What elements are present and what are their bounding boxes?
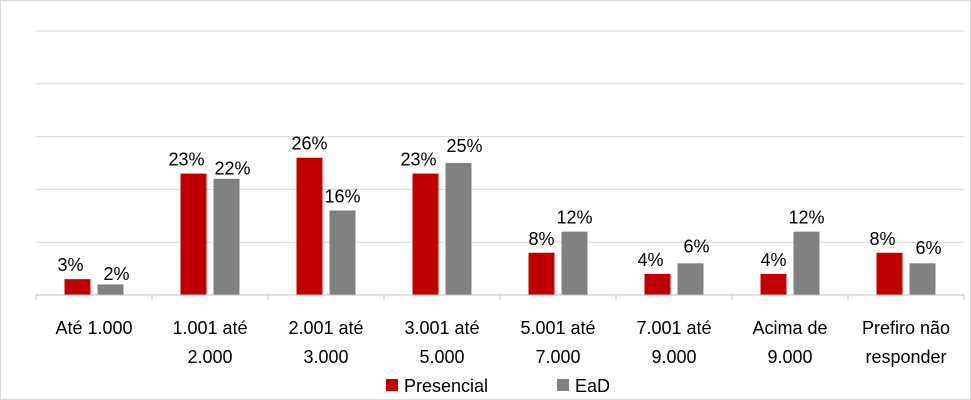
category-label: 7.001 até [636,318,711,338]
bar-presencial [876,252,903,295]
data-label-presencial: 8% [869,229,895,249]
legend-label-ead: EaD [575,376,610,396]
data-label-presencial: 3% [57,255,83,275]
x-axis [35,294,965,300]
data-label-presencial: 4% [637,250,663,270]
bar-presencial [64,279,91,295]
data-label-presencial: 8% [528,229,554,249]
bar-ead [561,231,588,295]
data-label-ead: 2% [103,264,129,284]
bar-ead [909,263,936,295]
data-label-ead: 12% [788,208,824,228]
legend-swatch-presencial [386,379,398,391]
bar-presencial [528,252,555,295]
data-label-presencial: 4% [760,250,786,270]
category-label: 3.001 até [404,318,479,338]
bar-presencial [760,273,787,295]
bar-ead [793,231,820,295]
data-label-presencial: 26% [291,134,327,154]
bar-ead [97,284,124,295]
data-label-ead: 6% [683,236,709,256]
category-label: 2.000 [187,347,232,367]
legend-label-presencial: Presencial [404,376,488,396]
bar-presencial [180,173,207,295]
legend: Presencial EaD [386,376,610,396]
category-label: 1.001 até [172,318,247,338]
category-label: 9.000 [767,347,812,367]
bar-ead [329,210,356,295]
bar-ead [677,263,704,295]
category-label: Acima de [752,318,827,338]
data-labels: 3% 2%23% 22%26%16%23%25%8%12%4%6%4%12%8% 6% [57,134,941,284]
legend-swatch-ead [557,379,569,391]
category-label: 5.000 [419,347,464,367]
bars [64,157,936,295]
category-label: Prefiro não [862,318,950,338]
category-label: 3.000 [303,347,348,367]
category-label: responder [865,347,946,367]
category-label: 5.001 até [520,318,595,338]
bar-ead [445,163,472,295]
category-label: 7.000 [535,347,580,367]
data-label-ead: 6% [915,238,941,258]
category-label: 9.000 [651,347,696,367]
data-label-ead: 16% [324,187,360,207]
data-label-presencial: 23% [400,150,436,170]
bar-ead [213,178,240,295]
data-label-ead: 25% [446,136,482,156]
gridlines [36,30,964,243]
data-label-ead: 22% [214,159,250,179]
bar-presencial [296,157,323,295]
category-label: Até 1.000 [55,318,132,338]
bar-presencial [644,273,671,295]
data-label-ead: 12% [556,208,592,228]
category-label: 2.001 até [288,318,363,338]
bar-presencial [412,173,439,295]
data-label-presencial: 23% [168,150,204,170]
category-labels: Até 1.000 1.001 até 2.000 2.001 até 3.000 3.0… [55,318,950,367]
